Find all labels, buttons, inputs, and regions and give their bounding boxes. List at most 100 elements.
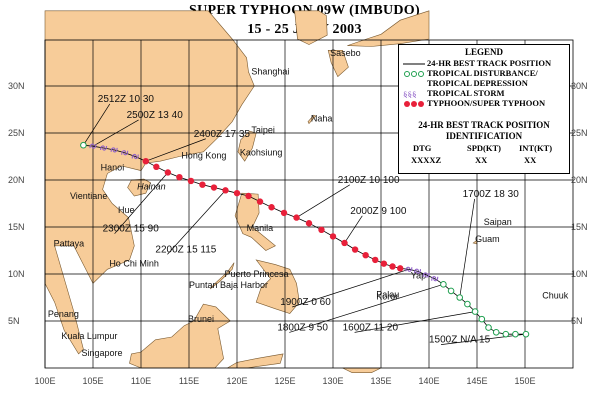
col-example-spd: XX [475, 155, 488, 165]
typhoon-position [389, 263, 396, 270]
place-label: Taipei [251, 125, 275, 135]
place-label: Sasebo [330, 48, 361, 58]
typhoon-position [256, 198, 264, 205]
land-masses [44, 10, 478, 373]
typhoon-position [280, 209, 288, 217]
annotation-leader [296, 184, 350, 218]
depression-position [522, 330, 530, 338]
depression-position [478, 315, 486, 323]
place-label: Penang [48, 309, 79, 319]
depression-position [440, 281, 447, 288]
place-label: Hong Kong [181, 150, 226, 160]
legend-item-depression: TROPICAL DEPRESSION [427, 78, 528, 88]
lat-tick-label-right: 15N [571, 222, 588, 232]
storm-position [422, 272, 430, 278]
depression-position [485, 324, 492, 331]
typhoon-position [362, 252, 369, 259]
annotation-label: 1900Z 0 60 [280, 297, 331, 308]
storm-position [121, 150, 129, 156]
depression-position [502, 330, 510, 338]
legend-item-typhoon: TYPHOON/SUPER TYPHOON [427, 98, 546, 108]
annotation-leader [344, 215, 363, 244]
storm-position [131, 153, 139, 160]
typhoon-position [318, 226, 325, 234]
lon-tick-label: 130E [322, 376, 343, 386]
best-track-line-icon [403, 63, 425, 65]
lon-tick-label: 125E [274, 376, 295, 386]
depression-position [492, 328, 500, 336]
col-example-int: XX [524, 155, 537, 165]
land-okinawa [307, 114, 317, 125]
depression-position [456, 294, 464, 301]
place-label: Naha [311, 114, 333, 124]
lat-tick-label-left: 25N [8, 128, 25, 138]
lat-tick-label-left: 15N [8, 222, 25, 232]
annotation-leader [92, 119, 139, 147]
map-frame [44, 39, 574, 369]
col-example-dtg: XXXXZ [411, 155, 442, 165]
lat-tick-label-left: 10N [8, 269, 25, 279]
typhoon-position [164, 169, 172, 176]
place-label: Brunei [188, 314, 214, 324]
typhoon-position [305, 220, 313, 227]
typhoon-position [187, 177, 195, 185]
annotation-leader [145, 138, 206, 162]
lat-tick-label-right: 20N [571, 175, 588, 185]
annotation-leader [440, 333, 527, 345]
typhoon-position [351, 246, 359, 253]
depression-position [512, 330, 519, 338]
lon-tick-label: 115E [179, 376, 199, 386]
land-borneo [129, 303, 231, 369]
lat-tick-label-left: 20N [8, 175, 25, 185]
place-label: Shanghai [251, 67, 289, 77]
typhoon-symbol-icon [404, 101, 424, 107]
annotation-label: 1600Z 11 20 [343, 322, 399, 333]
lon-tick-label: 105E [82, 376, 103, 386]
legend-item-best-track: 24-HR BEST TRACK POSITION [427, 58, 552, 68]
place-label: Hanoi [101, 163, 125, 173]
land-korea [294, 10, 328, 45]
typhoon-position [341, 239, 348, 247]
id-heading-2: IDENTIFICATION [445, 131, 523, 141]
place-label: Yap [411, 271, 426, 281]
id-heading-1: 24-HR BEST TRACK POSITION [418, 120, 550, 130]
storm-track [80, 141, 530, 338]
axis-labels: 100E 105E 110E 115E 120E 125E 130E 135E 140E 145E… [8, 81, 588, 386]
lon-tick-label: 100E [34, 376, 55, 386]
annotation-label: 2200Z 15 115 [155, 244, 216, 255]
typhoon-position [233, 189, 241, 197]
land-asia-mainland [44, 10, 255, 355]
lon-tick-label: 140E [418, 376, 439, 386]
lat-tick-label-right: 30N [571, 81, 588, 91]
annotation-leader [459, 198, 475, 298]
lon-tick-label: 120E [226, 376, 247, 386]
annotation-label: 2100Z 10 100 [338, 175, 400, 186]
typhoon-position [142, 158, 149, 165]
col-header-spd: SPD(KT) [467, 143, 501, 153]
place-label: Puntan Baja Harbor [189, 280, 268, 290]
storm-position [405, 266, 413, 272]
place-label: Hue [118, 205, 135, 215]
place-label: Kuala Lumpur [61, 331, 117, 341]
depression-position [447, 287, 455, 295]
track-annotations: 2512Z 10 30 2500Z 13 40 2400Z 17 35 2300Z 1… [83, 94, 527, 346]
typhoon-position [245, 192, 252, 200]
typhoon-position [199, 181, 206, 188]
storm-position [89, 143, 97, 149]
place-label: Hainan [137, 181, 166, 191]
place-label: Pattaya [54, 239, 85, 249]
storm-position [110, 147, 118, 153]
depression-position [471, 308, 479, 315]
annotation-leader [114, 172, 169, 234]
place-label: Saipan [484, 217, 512, 227]
typhoon-position [176, 173, 183, 181]
typhoon-position [210, 184, 218, 191]
annotation-label: 2300Z 15 90 [103, 224, 160, 235]
depression-position [464, 300, 471, 308]
legend-item-storm: TROPICAL STORM [427, 88, 505, 98]
typhoon-position [329, 233, 337, 240]
place-label: Chuuk [542, 290, 569, 300]
typhoon-position [268, 204, 275, 211]
place-labels: Sasebo Shanghai Naha Taipei Kaohsiung Hong Ko… [48, 48, 569, 358]
